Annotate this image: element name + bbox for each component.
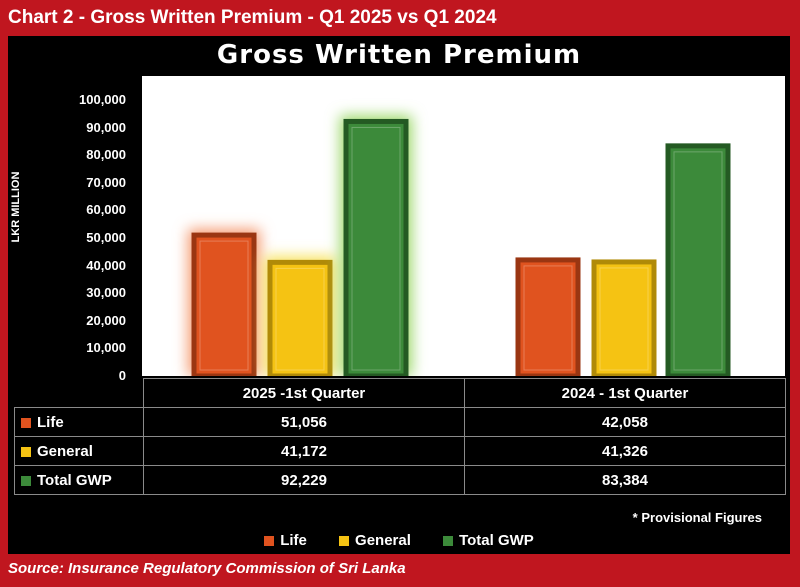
table-cell: 51,056 [143,407,465,437]
y-tick-label: 60,000 [86,202,126,218]
bar-bevel [673,151,723,371]
bar-bevel [275,267,325,371]
legend-item-total: Total GWP [443,532,534,549]
bar-life [515,257,581,376]
y-tick-label: 10,000 [86,340,126,356]
table-cell: 41,326 [464,436,786,466]
table-row-life: Life 51,056 42,058 [14,407,786,437]
table-row-total: Total GWP 92,229 83,384 [14,465,786,495]
y-tick-label: 0 [118,368,126,383]
table-cell: 83,384 [464,465,786,495]
y-tick-label: 70,000 [86,174,126,190]
bar-bevel [351,126,401,371]
y-tick-label: 40,000 [86,257,126,273]
y-tick-label: 90,000 [86,119,126,135]
general-swatch-icon [339,536,350,546]
general-swatch-icon [21,446,31,457]
bar-life [191,232,257,376]
table-cell: 41,172 [143,436,465,466]
data-table: 2025 -1st Quarter 2024 - 1st Quarter Lif… [14,378,786,495]
legend-item-life: Life [264,532,307,549]
table-cell: 42,058 [464,407,786,437]
bar-bevel [523,265,573,371]
chart-panel: Gross Written Premium LKR MILLION 100,00… [8,36,790,554]
plot-area [142,76,785,376]
row-label-life: Life [14,407,144,437]
source-note: Source: Insurance Regulatory Commission … [8,560,406,577]
bar-total-gwp [665,143,731,376]
bar-general [591,259,657,376]
column-header-2024: 2024 - 1st Quarter [464,378,786,408]
provisional-note: * Provisional Figures [632,510,762,525]
y-tick-label: 30,000 [86,285,126,301]
bar-general [267,259,333,376]
total-swatch-icon [443,536,454,546]
table-row-general: General 41,172 41,326 [14,436,786,466]
row-label-total: Total GWP [14,465,144,495]
life-swatch-icon [21,417,31,428]
total-swatch-icon [21,475,31,486]
y-tick-label: 80,000 [86,147,126,163]
y-tick-label: 20,000 [86,312,126,328]
column-header-2025: 2025 -1st Quarter [143,378,465,408]
legend-item-general: General [339,532,411,549]
row-label-general: General [14,436,144,466]
y-tick-label: 50,000 [86,230,126,245]
bar-total-gwp [343,118,409,376]
y-axis-label: LKR MILLION [10,171,22,243]
bars-svg [188,115,731,376]
y-tick-label: 100,000 [79,92,126,107]
page-title: Chart 2 - Gross Written Premium - Q1 202… [8,7,497,28]
table-corner [15,379,144,408]
legend: Life General Total GWP [8,532,790,549]
chart-title: Gross Written Premium [216,40,582,70]
bar-bevel [599,267,649,371]
table-header-row: 2025 -1st Quarter 2024 - 1st Quarter [15,378,786,408]
table-cell: 92,229 [143,465,465,495]
life-swatch-icon [264,536,275,546]
bar-bevel [199,240,249,371]
